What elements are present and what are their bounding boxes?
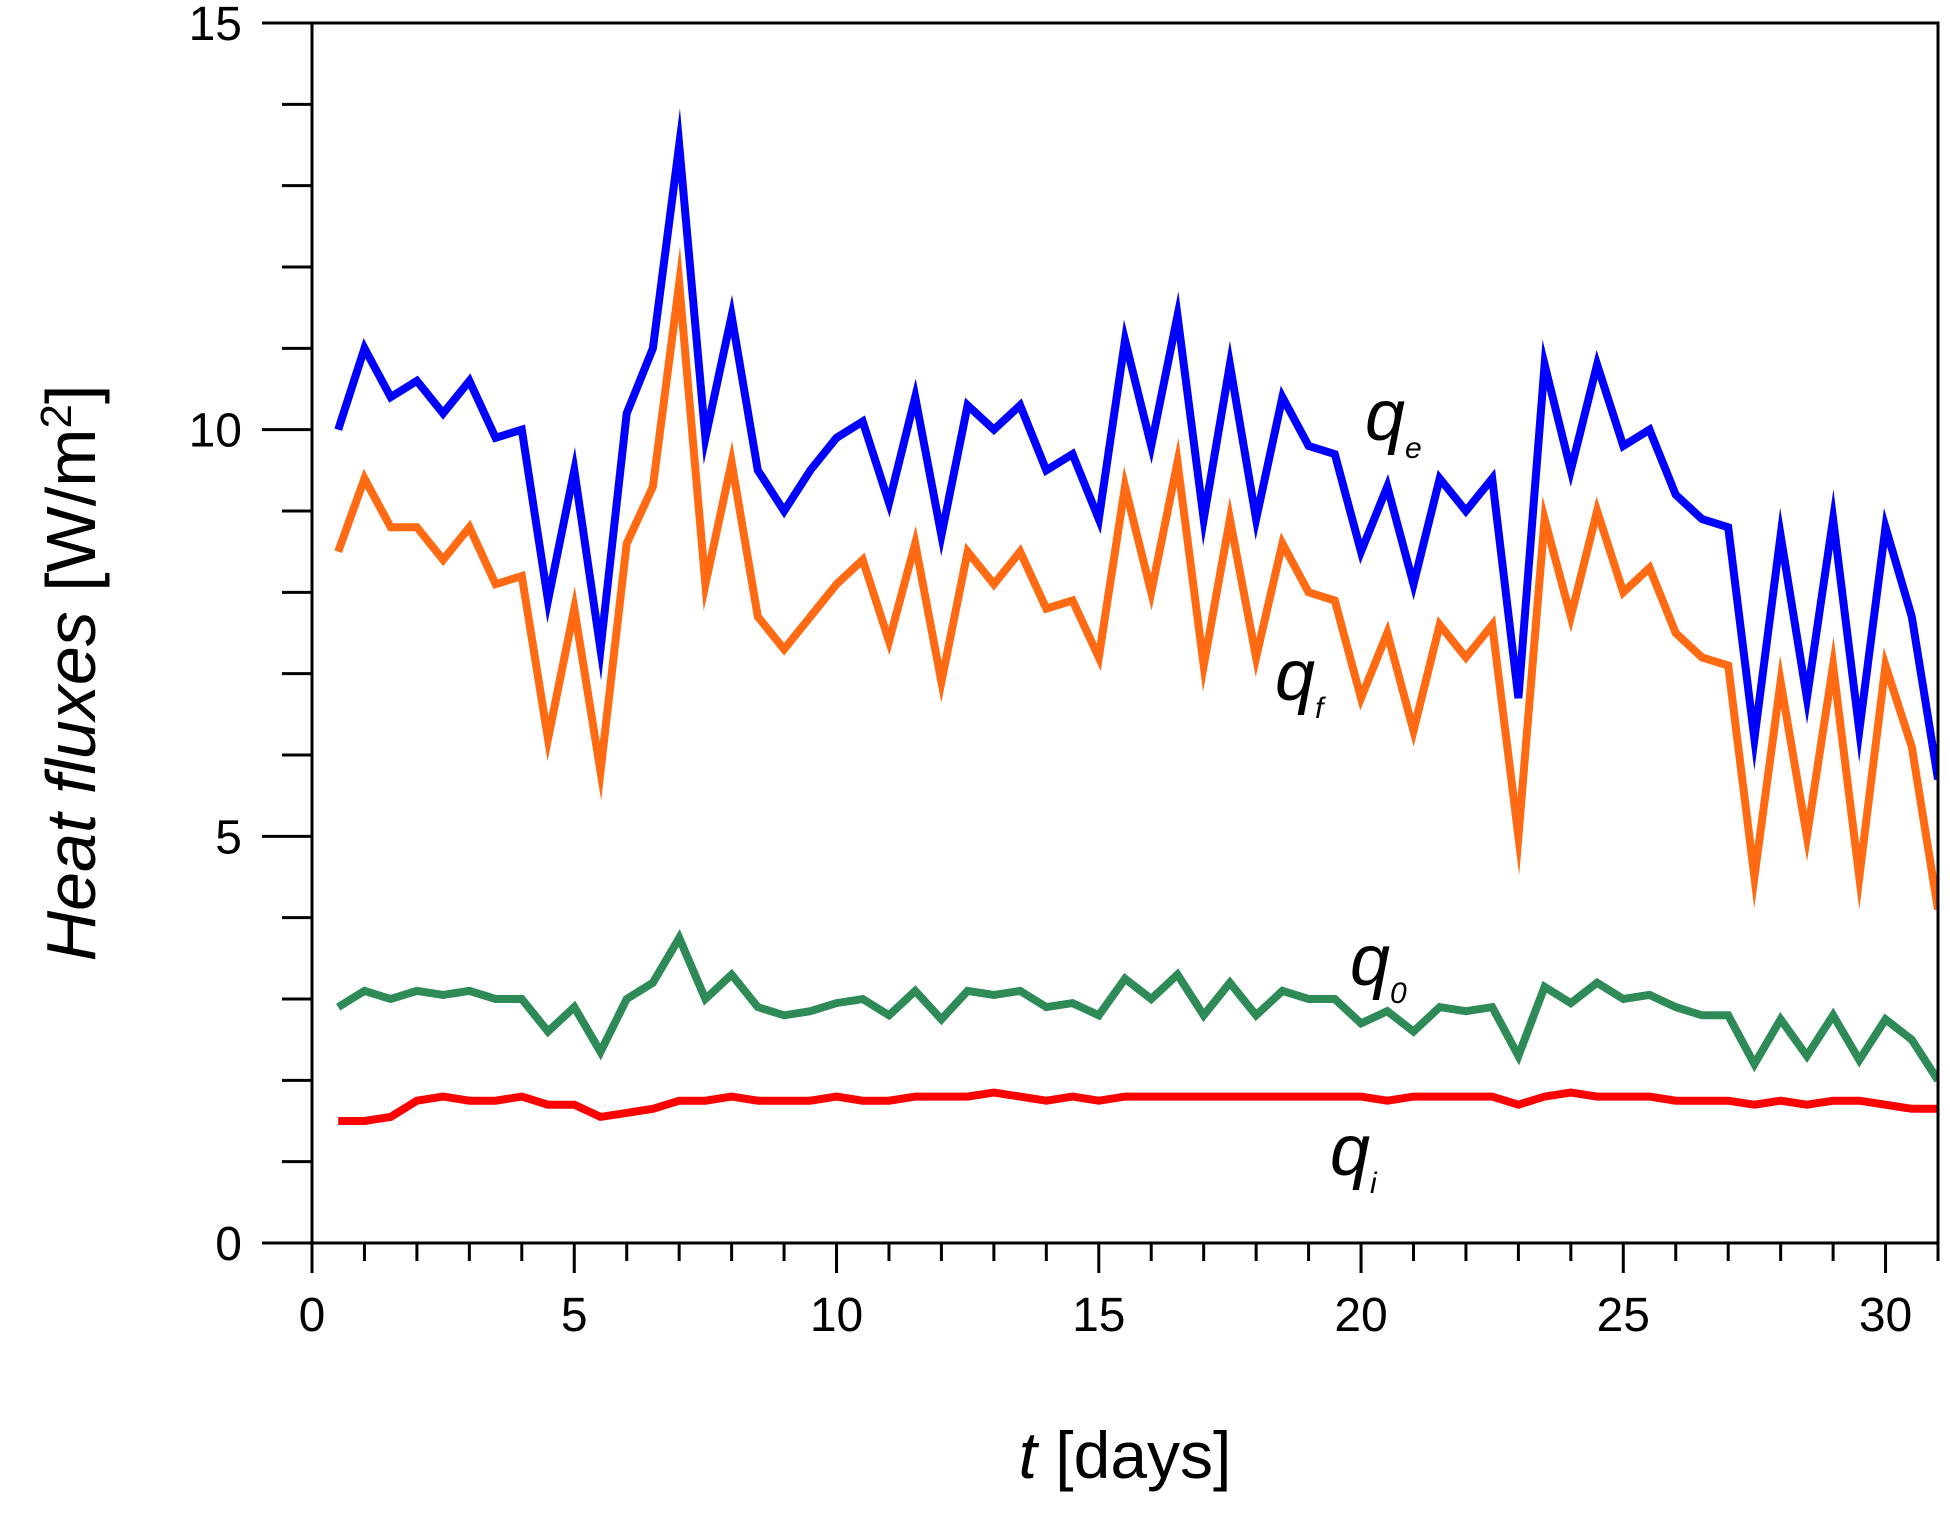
y-tick-label: 10 <box>189 405 242 458</box>
series-label-q-i: qi <box>1330 1111 1378 1200</box>
y-axis-gap <box>32 592 110 611</box>
x-tick-label: 20 <box>1334 1289 1387 1342</box>
labels-layer: 0 5 10 15 20 25 30 0 5 10 15 qe qf q0 qi <box>189 0 1913 1342</box>
plot-frame <box>310 21 1940 1245</box>
x-tick-label: 5 <box>561 1289 588 1342</box>
x-axis-symbol: t <box>1019 1418 1040 1492</box>
x-tick-label: 10 <box>810 1289 863 1342</box>
y-axis-unit-power: 2 <box>32 404 81 428</box>
series-line-q-f <box>334 246 1938 911</box>
x-axis-title: t [days] <box>1019 1418 1232 1492</box>
series-label-q-0: q0 <box>1350 921 1407 1010</box>
series-line-q-e <box>334 108 1938 781</box>
ticks-layer <box>262 21 1940 1273</box>
x-tick-label: 30 <box>1859 1289 1912 1342</box>
y-axis-title: Heat fluxes [W/m2] <box>32 385 111 962</box>
y-axis-name: Heat fluxes <box>32 611 110 961</box>
series-label-q-e: qe <box>1365 376 1422 465</box>
y-tick-label: 15 <box>189 0 242 51</box>
x-tick-label: 15 <box>1072 1289 1125 1342</box>
y-tick-label: 0 <box>215 1218 242 1271</box>
x-tick-label: 0 <box>299 1289 326 1342</box>
y-tick-label: 5 <box>215 811 242 864</box>
series-line-q-0 <box>336 929 1938 1083</box>
series-line-q-i <box>338 1088 1938 1125</box>
y-axis-unit-prefix: [W/m <box>32 429 110 592</box>
x-tick-label: 25 <box>1597 1289 1650 1342</box>
series-label-q-f: qf <box>1275 636 1326 725</box>
x-axis-unit: [days] <box>1037 1418 1231 1492</box>
y-axis-unit-suffix: ] <box>32 385 110 404</box>
series-layer <box>334 108 1938 1125</box>
